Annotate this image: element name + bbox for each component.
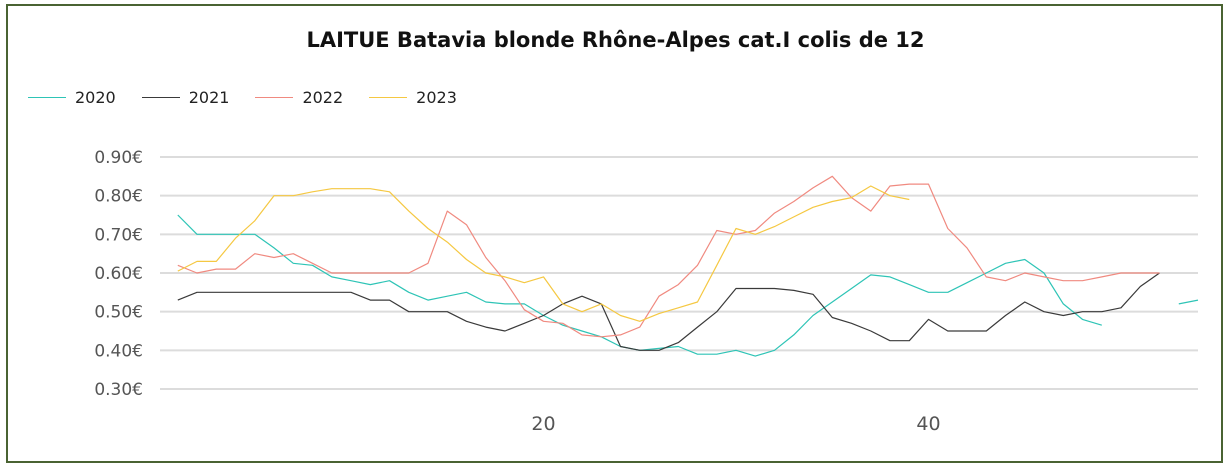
y-tick-label: 0.80€ — [94, 187, 143, 207]
chart-legend: 2020 2021 2022 2023 — [28, 88, 483, 107]
series-line-2020[interactable] — [177, 214, 1102, 357]
chart-title: LAITUE Batavia blonde Rhône-Alpes cat.I … — [306, 28, 925, 52]
series-line-2023[interactable] — [177, 185, 910, 322]
x-tick-label: 20 — [531, 413, 555, 435]
series-line-2021[interactable] — [177, 272, 1160, 351]
legend-item-2020[interactable]: 2020 — [28, 88, 116, 107]
legend-label-2020: 2020 — [75, 88, 116, 107]
legend-label-2023: 2023 — [416, 88, 457, 107]
series-line-2022[interactable] — [177, 175, 1160, 338]
legend-item-2021[interactable]: 2021 — [141, 88, 230, 107]
legend-swatch-2020 — [28, 97, 66, 98]
y-tick-label: 0.40€ — [94, 341, 143, 361]
series-line-segment-4[interactable] — [1178, 299, 1199, 305]
y-tick-label: 0.50€ — [94, 303, 143, 323]
x-tick-label: 40 — [916, 413, 940, 435]
legend-item-2022[interactable]: 2022 — [255, 88, 343, 107]
y-tick-label: 0.70€ — [94, 225, 143, 245]
legend-swatch-2021 — [141, 97, 180, 98]
legend-swatch-2022 — [255, 97, 294, 98]
legend-item-2023[interactable]: 2023 — [369, 88, 457, 107]
y-tick-label: 0.60€ — [94, 264, 143, 284]
legend-label-2022: 2022 — [302, 88, 344, 107]
legend-label-2021: 2021 — [188, 88, 230, 107]
y-tick-label: 0.30€ — [94, 380, 143, 400]
legend-swatch-2023 — [369, 97, 408, 98]
y-tick-label: 0.90€ — [94, 148, 143, 168]
